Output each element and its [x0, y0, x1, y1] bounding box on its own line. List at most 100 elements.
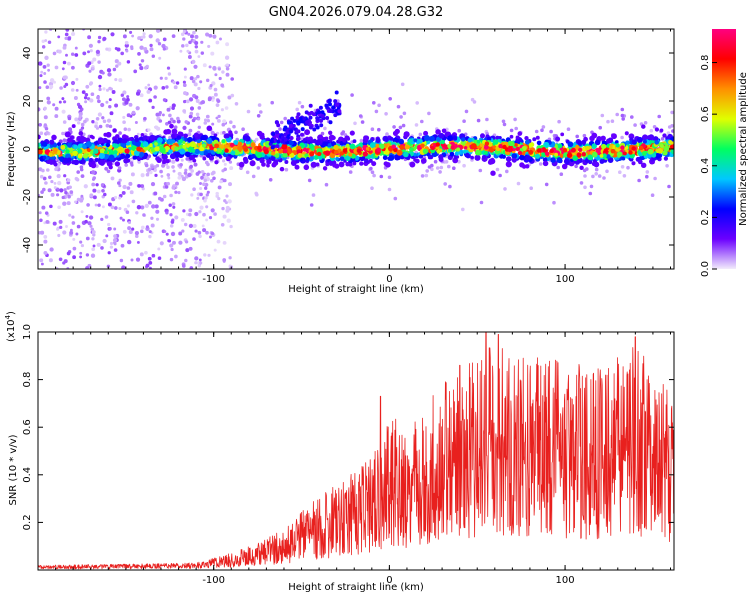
spectrogram-point: [278, 149, 283, 154]
spectrogram-point: [225, 194, 229, 198]
spectrogram-point: [194, 95, 199, 100]
spectrogram-point: [645, 170, 650, 174]
spectrogram-point: [549, 129, 553, 134]
spectrogram-point: [516, 181, 521, 186]
spectrogram-ytick-label: -20: [22, 189, 33, 205]
spectrogram-point: [186, 49, 190, 53]
spectrogram-point: [194, 148, 200, 155]
spectrogram-point: [51, 134, 57, 141]
spectrogram-point: [199, 182, 202, 185]
spectrogram-point: [113, 143, 119, 149]
spectrogram-point: [42, 187, 46, 192]
spectrogram-point: [391, 144, 396, 149]
spectrogram-point: [147, 128, 151, 132]
spectrogram-point: [192, 187, 196, 191]
spectrogram-point: [605, 169, 609, 174]
spectrogram-point: [348, 152, 353, 157]
spectrogram-point: [234, 130, 238, 135]
spectrogram-point: [75, 88, 79, 92]
spectrogram-point: [128, 181, 133, 186]
spectrogram-point: [279, 166, 285, 172]
spectrogram-point: [353, 121, 357, 126]
spectrogram-point: [92, 244, 96, 248]
spectrogram-point: [204, 196, 208, 200]
spectrogram-point: [476, 118, 481, 123]
spectrogram-point: [158, 119, 163, 123]
spectrogram-point: [452, 135, 458, 140]
spectrogram-point: [203, 150, 209, 156]
spectrogram-point: [552, 200, 556, 205]
spectrogram-point: [115, 64, 119, 68]
spectrogram-point: [266, 159, 272, 165]
snr-scale-close: ): [6, 311, 17, 315]
spectrogram-point: [173, 125, 178, 129]
spectrogram-point: [140, 184, 145, 189]
spectrogram-point: [136, 132, 140, 136]
spectrogram-point: [229, 224, 233, 229]
spectrogram-point: [64, 131, 71, 138]
snr-xtick-label: 100: [556, 575, 575, 586]
spectrogram-point: [66, 178, 71, 182]
spectrogram-point: [172, 205, 176, 209]
spectrogram-point: [126, 60, 131, 64]
spectrogram-ytick-label: 40: [22, 47, 33, 60]
spectrogram-point: [510, 141, 515, 146]
spectrogram-point: [183, 67, 187, 71]
spectrogram-point: [70, 52, 75, 56]
snr-series-line: [38, 332, 674, 570]
spectrogram-point: [142, 213, 146, 217]
colorbar-tick-label: 0.4: [700, 158, 711, 174]
spectrogram-point: [38, 134, 41, 140]
spectrogram-point: [41, 39, 45, 44]
spectrogram-point: [587, 154, 594, 161]
spectrogram-point: [88, 215, 94, 220]
spectrogram-point: [94, 203, 98, 207]
spectrogram-point: [271, 151, 276, 156]
spectrogram-point: [444, 160, 449, 164]
spectrogram-point: [46, 168, 50, 172]
spectrogram-point: [134, 137, 140, 143]
spectrogram-point: [109, 245, 114, 249]
spectrogram-point: [602, 176, 606, 180]
snr-panel: 0.2 0.4 0.6 0.8 1.0 -100 0 100 Height of strai…: [4, 311, 675, 593]
spectrogram-point: [205, 205, 209, 209]
spectrogram-point: [649, 128, 654, 133]
spectrogram-point: [124, 43, 129, 48]
spectrogram-point: [501, 154, 506, 159]
spectrogram-point: [158, 111, 162, 115]
spectrogram-point: [223, 162, 227, 166]
spectrogram-point: [140, 205, 145, 210]
spectrogram-point: [110, 205, 115, 210]
spectrogram-point: [70, 88, 75, 92]
spectrogram-point: [671, 129, 674, 133]
spectrogram-point: [80, 174, 85, 179]
spectrogram-point: [438, 154, 444, 160]
spectrogram-point: [403, 151, 409, 158]
spectrogram-point: [622, 151, 627, 156]
spectrogram-point: [581, 152, 586, 157]
spectrogram-point: [177, 131, 182, 136]
spectrogram-point: [128, 229, 133, 235]
spectrogram-point: [594, 139, 601, 146]
spectrogram-point: [191, 79, 196, 84]
spectrogram-point: [164, 185, 169, 189]
spectrogram-point: [203, 253, 207, 257]
spectrogram-point: [567, 141, 574, 148]
snr-xtick-label: -100: [202, 575, 225, 586]
spectrogram-point: [62, 45, 67, 50]
spectrogram-point: [49, 204, 53, 209]
spectrogram-point: [659, 128, 664, 133]
spectrogram-point: [166, 165, 170, 169]
spectrogram-point: [479, 143, 484, 148]
snr-ytick-label: 0.2: [22, 514, 33, 530]
spectrogram-point: [639, 145, 644, 151]
spectrogram-point: [193, 82, 198, 87]
spectrogram-point: [100, 102, 105, 108]
spectrogram-point: [222, 119, 227, 124]
spectrogram-point: [122, 34, 127, 39]
spectrogram-point: [98, 124, 103, 129]
spectrogram-point: [460, 137, 466, 142]
spectrogram-point: [57, 35, 61, 39]
spectrogram-point: [113, 242, 117, 246]
spectrogram-point: [122, 120, 126, 124]
